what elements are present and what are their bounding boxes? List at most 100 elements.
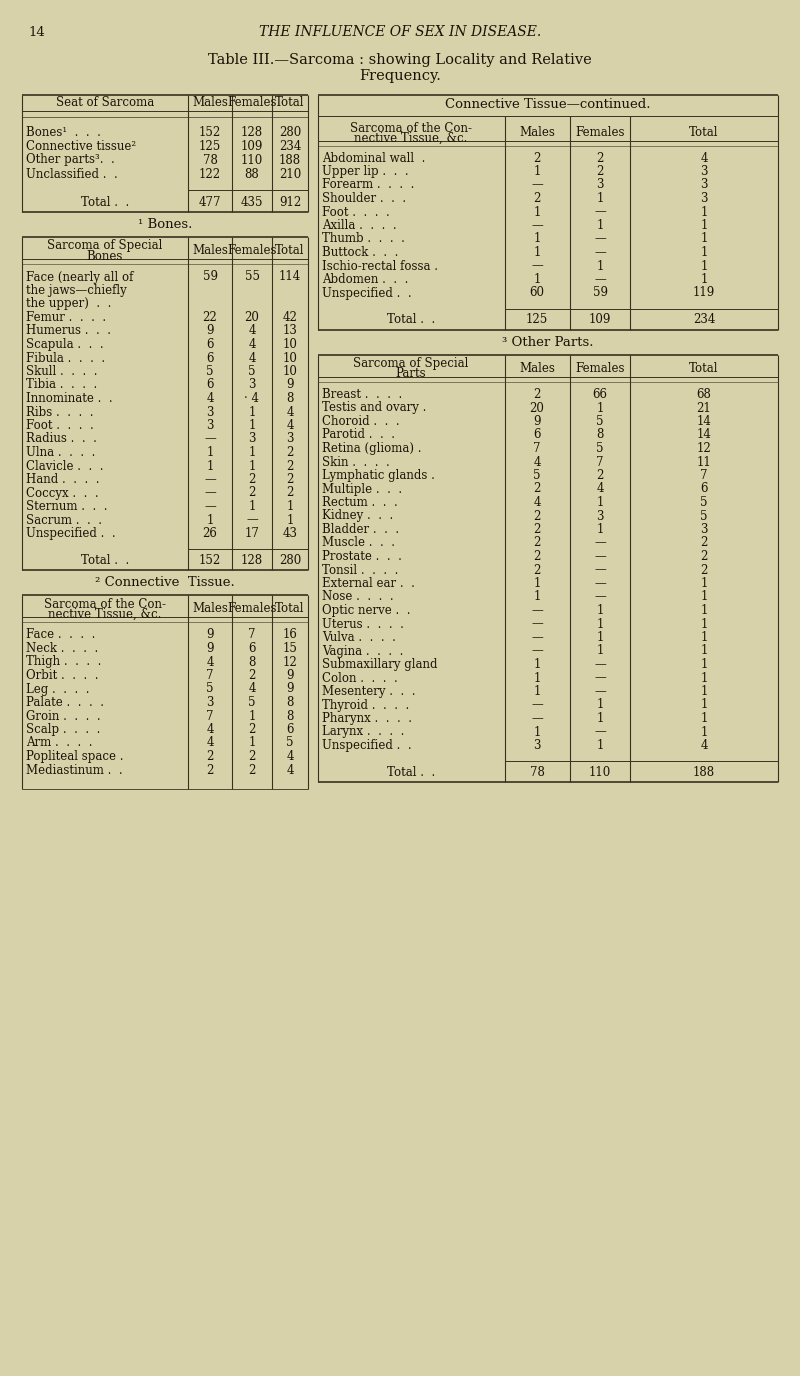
Text: Hand .  .  .  .: Hand . . . .	[26, 473, 99, 486]
Text: 1: 1	[596, 632, 604, 644]
Text: 8: 8	[286, 392, 294, 405]
Text: 4: 4	[286, 750, 294, 764]
Text: 1: 1	[248, 499, 256, 513]
Text: Innominate .  .: Innominate . .	[26, 392, 113, 405]
Text: 4: 4	[596, 483, 604, 495]
Text: 2: 2	[534, 523, 541, 537]
Text: Males: Males	[519, 362, 555, 376]
Text: Palate .  .  .  .: Palate . . . .	[26, 696, 104, 709]
Text: 9: 9	[206, 325, 214, 337]
Text: 3: 3	[534, 739, 541, 753]
Text: 55: 55	[245, 271, 259, 283]
Text: —: —	[531, 260, 543, 272]
Text: Unclassified .  .: Unclassified . .	[26, 168, 118, 180]
Text: 2: 2	[206, 764, 214, 776]
Text: 7: 7	[534, 442, 541, 455]
Text: 2: 2	[534, 537, 541, 549]
Text: 5: 5	[700, 495, 708, 509]
Text: 2: 2	[534, 564, 541, 577]
Text: —: —	[594, 658, 606, 671]
Text: —: —	[531, 604, 543, 616]
Text: 78: 78	[202, 154, 218, 166]
Text: Females: Females	[227, 96, 277, 110]
Text: 14: 14	[697, 428, 711, 442]
Text: 1: 1	[700, 604, 708, 616]
Text: Scapula .  .  .: Scapula . . .	[26, 338, 104, 351]
Text: 2: 2	[534, 483, 541, 495]
Text: Sarcoma of the Con-: Sarcoma of the Con-	[350, 121, 472, 135]
Text: Total .  .: Total . .	[387, 312, 435, 326]
Text: —: —	[204, 487, 216, 499]
Text: External ear .  .: External ear . .	[322, 577, 415, 590]
Text: 68: 68	[697, 388, 711, 400]
Text: Groin .  .  .  .: Groin . . . .	[26, 710, 101, 722]
Text: —: —	[594, 671, 606, 684]
Text: Bladder .  .  .: Bladder . . .	[322, 523, 399, 537]
Text: 2: 2	[700, 550, 708, 563]
Text: 10: 10	[282, 338, 298, 351]
Text: 4: 4	[700, 151, 708, 165]
Text: Face (nearly all of: Face (nearly all of	[26, 271, 134, 283]
Text: 2: 2	[286, 487, 294, 499]
Text: Vagina .  .  .  .: Vagina . . . .	[322, 644, 403, 658]
Text: 1: 1	[596, 193, 604, 205]
Text: 110: 110	[241, 154, 263, 166]
Text: Buttock .  .  .: Buttock . . .	[322, 246, 398, 259]
Text: 1: 1	[596, 219, 604, 233]
Text: 59: 59	[202, 271, 218, 283]
Text: Total: Total	[690, 127, 718, 139]
Text: Testis and ovary .: Testis and ovary .	[322, 402, 426, 414]
Text: Males: Males	[519, 127, 555, 139]
Text: 13: 13	[282, 325, 298, 337]
Text: Total: Total	[275, 603, 305, 615]
Text: 26: 26	[202, 527, 218, 539]
Text: 3: 3	[700, 165, 708, 178]
Text: Thumb .  .  .  .: Thumb . . . .	[322, 233, 405, 245]
Text: 3: 3	[700, 179, 708, 191]
Text: 7: 7	[206, 669, 214, 682]
Text: 1: 1	[534, 233, 541, 245]
Text: Arm .  .  .  .: Arm . . . .	[26, 736, 93, 750]
Text: 1: 1	[700, 246, 708, 259]
Text: 7: 7	[596, 455, 604, 468]
Text: Unspecified .  .: Unspecified . .	[26, 527, 116, 539]
Text: 4: 4	[700, 739, 708, 753]
Text: —: —	[246, 513, 258, 527]
Text: 7: 7	[248, 629, 256, 641]
Text: Connective tissue²: Connective tissue²	[26, 139, 136, 153]
Text: 280: 280	[279, 125, 301, 139]
Text: Ischio-rectal fossa .: Ischio-rectal fossa .	[322, 260, 438, 272]
Text: Femur .  .  .  .: Femur . . . .	[26, 311, 106, 323]
Text: 5: 5	[206, 682, 214, 695]
Text: —: —	[594, 590, 606, 604]
Text: 6: 6	[206, 338, 214, 351]
Text: 14: 14	[697, 416, 711, 428]
Text: —: —	[531, 219, 543, 233]
Text: 128: 128	[241, 553, 263, 567]
Text: Total: Total	[690, 362, 718, 376]
Text: 7: 7	[700, 469, 708, 482]
Text: 2: 2	[286, 446, 294, 460]
Text: Shoulder .  .  .: Shoulder . . .	[322, 193, 406, 205]
Text: Females: Females	[575, 127, 625, 139]
Text: 1: 1	[534, 685, 541, 698]
Text: 88: 88	[245, 168, 259, 180]
Text: —: —	[594, 685, 606, 698]
Text: Radius .  .  .: Radius . . .	[26, 432, 97, 446]
Text: 152: 152	[199, 125, 221, 139]
Text: 1: 1	[248, 710, 256, 722]
Text: —: —	[594, 725, 606, 739]
Text: —: —	[594, 550, 606, 563]
Text: 1: 1	[596, 618, 604, 630]
Text: Ulna .  .  .  .: Ulna . . . .	[26, 446, 95, 460]
Text: Mediastinum .  .: Mediastinum . .	[26, 764, 122, 776]
Text: 128: 128	[241, 125, 263, 139]
Text: —: —	[204, 499, 216, 513]
Text: Forearm .  .  .  .: Forearm . . . .	[322, 179, 414, 191]
Text: 2: 2	[596, 469, 604, 482]
Text: 5: 5	[700, 509, 708, 523]
Text: 2: 2	[534, 193, 541, 205]
Text: Thigh .  .  .  .: Thigh . . . .	[26, 655, 102, 669]
Text: Foot .  .  .  .: Foot . . . .	[26, 420, 94, 432]
Text: 1: 1	[248, 420, 256, 432]
